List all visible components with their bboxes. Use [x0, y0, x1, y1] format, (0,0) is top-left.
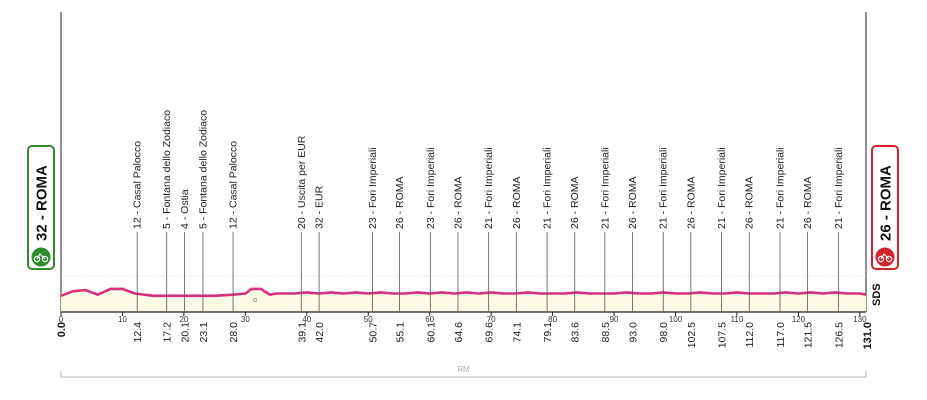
distance-tick-label: 40 — [302, 315, 311, 324]
distance-tick-label: 90 — [610, 315, 619, 324]
waypoint-name: 26 - ROMA — [452, 176, 464, 229]
waypoint-name: 12 - Casal Palocco — [132, 141, 144, 229]
finish-bike-icon — [874, 246, 896, 268]
waypoint-km: 39.1 — [296, 322, 308, 343]
distance-tick-label: 30 — [241, 315, 250, 324]
waypoint-km: 83.6 — [570, 322, 582, 343]
distance-axis: 0 10 20 30 40 50 60 70 80 90 100 110 120 130 0.0 131.0 S… — [56, 283, 883, 349]
distance-tick-label: 70 — [487, 315, 496, 324]
waypoint-km: 20.1 — [180, 322, 192, 343]
waypoint-km: 23.1 — [198, 322, 210, 343]
start-finish-badges: 32 - ROMA 26 - ROMA — [27, 145, 899, 270]
waypoint-km: 55.1 — [395, 322, 407, 343]
waypoint-name: 21 - Fori Imperiali — [774, 147, 786, 229]
waypoint-name: 23 - Fori Imperiali — [367, 147, 379, 229]
waypoint-name: 26 - ROMA — [569, 176, 581, 229]
start-km-label: 0.0 — [56, 322, 68, 337]
waypoint-km: 117.0 — [775, 322, 787, 348]
waypoint-name: 5 - Fontana dello Zodiaco — [161, 110, 173, 229]
waypoint-name: 26 - ROMA — [802, 176, 814, 229]
waypoint-name: 26 - ROMA — [394, 176, 406, 229]
finish-badge-box — [871, 145, 899, 270]
waypoint-name: 26 - ROMA — [627, 176, 639, 229]
waypoint-name: 32 - EUR — [314, 185, 326, 229]
distance-tick-label: 80 — [548, 315, 557, 324]
waypoint-km: 112.0 — [744, 322, 756, 348]
waypoint-km: 74.1 — [511, 322, 523, 343]
distance-tick-label: 0 — [59, 315, 64, 324]
waypoint-name: 21 - Fori Imperiali — [658, 147, 670, 229]
feed-zone-marker — [253, 297, 258, 302]
waypoint-km: 79.1 — [542, 322, 554, 343]
brand-logo-text: SDS — [871, 283, 883, 306]
waypoint-km: 93.0 — [627, 322, 639, 343]
waypoint-name: 26 - ROMA — [685, 176, 697, 229]
distance-tick-label: 50 — [364, 315, 373, 324]
waypoint-km: 69.6 — [484, 322, 496, 343]
distance-tick-label: 120 — [792, 315, 806, 324]
waypoint-name: 21 - Fori Imperiali — [483, 147, 495, 229]
waypoint-name: 21 - Fori Imperiali — [542, 147, 554, 229]
distance-tick-label: 20 — [179, 315, 188, 324]
plot-background — [60, 12, 867, 312]
waypoint-km: 50.7 — [368, 322, 380, 343]
start-bike-wheel-front-icon — [41, 255, 49, 263]
waypoint-km: 88.5 — [600, 322, 612, 343]
finish-km-label: 131.0 — [862, 322, 874, 350]
waypoint-name: 20 - Uscita per EUR — [296, 135, 308, 229]
waypoint-km: 98.0 — [658, 322, 670, 343]
waypoint-km: 121.5 — [803, 322, 815, 348]
waypoint-name: 5 - Fontana dello Zodiaco — [197, 110, 209, 229]
province-label: RM — [457, 365, 470, 374]
waypoint-km: 64.6 — [453, 322, 465, 343]
finish-bike-wheel-front-icon — [885, 255, 893, 263]
waypoint-km: 12.4 — [132, 322, 144, 343]
start-bike-icon — [30, 246, 52, 268]
waypoint-name: 26 - ROMA — [744, 176, 756, 229]
waypoint-km: 102.5 — [686, 322, 698, 348]
waypoint-labels: 12 - Casal Palocco 12.4 5 - Fontana dello … — [132, 110, 846, 349]
finish-bike-wheel-rear-icon — [877, 255, 885, 263]
waypoint-km: 28.0 — [228, 322, 240, 343]
waypoint-km: 17.2 — [162, 322, 174, 343]
province-bracket: RM — [60, 365, 867, 378]
profile-area-fill — [61, 288, 866, 312]
elevation-profile — [60, 287, 867, 312]
province-bracket-line — [60, 371, 867, 378]
distance-tick-label: 60 — [425, 315, 434, 324]
profile-line — [60, 287, 867, 298]
waypoint-name: 4 - Ostia — [179, 189, 191, 229]
finish-badge-label: 26 - ROMA — [878, 165, 895, 241]
start-badge-label: 32 - ROMA — [34, 165, 51, 241]
waypoint-name: 12 - Casal Palocco — [228, 141, 240, 229]
start-bike-wheel-rear-icon — [33, 255, 41, 263]
waypoint-name: 26 - ROMA — [511, 176, 523, 229]
distance-tick-label: 130 — [853, 315, 867, 324]
waypoint-km: 107.5 — [717, 322, 729, 348]
waypoint-km: 60.1 — [425, 322, 437, 343]
finish-bike-frame-icon — [880, 253, 890, 260]
start-bike-frame-icon — [36, 253, 46, 260]
distance-tick-label: 10 — [118, 315, 127, 324]
distance-tick-label: 110 — [731, 315, 744, 324]
start-badge-box — [27, 145, 55, 270]
waypoint-km: 126.5 — [833, 322, 845, 348]
waypoint-name: 23 - Fori Imperiali — [425, 147, 437, 229]
waypoint-name: 21 - Fori Imperiali — [599, 147, 611, 229]
distance-tick-label: 100 — [669, 315, 683, 324]
waypoint-name: 21 - Fori Imperiali — [833, 147, 845, 229]
waypoint-name: 21 - Fori Imperiali — [716, 147, 728, 229]
waypoint-km: 42.0 — [314, 322, 326, 343]
